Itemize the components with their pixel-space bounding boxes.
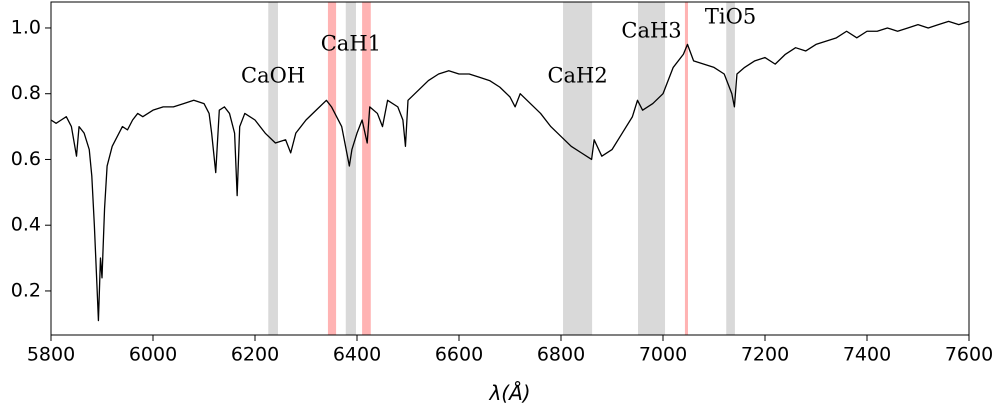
x-tick-label: 6400 xyxy=(333,344,381,366)
band xyxy=(726,2,735,335)
band-label: CaH2 xyxy=(547,64,607,88)
plot-frame xyxy=(50,1,970,336)
y-tick-label: 1.0 xyxy=(11,16,41,38)
band xyxy=(362,2,371,335)
x-tick-label: 7000 xyxy=(639,344,687,366)
band-label: TiO5 xyxy=(705,5,756,29)
band-label: CaH1 xyxy=(321,32,381,56)
band xyxy=(268,2,278,335)
x-tick-label: 7400 xyxy=(843,344,891,366)
x-tick-label: 6200 xyxy=(231,344,279,366)
y-tick-label: 0.2 xyxy=(11,279,41,301)
band xyxy=(563,2,593,335)
band xyxy=(684,2,688,335)
x-tick-label: 6000 xyxy=(129,344,177,366)
x-tick-label: 7600 xyxy=(945,344,993,366)
band-label: CaH3 xyxy=(621,19,681,43)
band xyxy=(638,2,666,335)
x-tick-label: 5800 xyxy=(27,344,75,366)
y-tick-label: 0.6 xyxy=(11,148,41,170)
x-tick-label: 6600 xyxy=(435,344,483,366)
x-tick-label: 6800 xyxy=(537,344,585,366)
x-axis-label: λ(Å) xyxy=(488,381,530,405)
band xyxy=(327,2,337,335)
band-label: CaOH xyxy=(241,64,305,88)
band xyxy=(345,2,356,335)
y-tick-label: 0.8 xyxy=(11,82,41,104)
x-tick-label: 7200 xyxy=(741,344,789,366)
y-tick-label: 0.4 xyxy=(11,214,41,236)
spectrum-line xyxy=(50,20,970,322)
